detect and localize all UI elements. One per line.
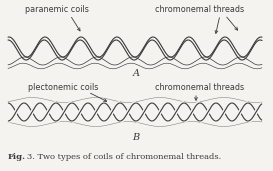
Text: paranemic coils: paranemic coils	[25, 5, 89, 15]
Text: 3. Two types of coils of chromonemal threads.: 3. Two types of coils of chromonemal thr…	[19, 153, 221, 161]
Text: chromonemal threads: chromonemal threads	[155, 5, 245, 15]
Text: B: B	[132, 134, 140, 142]
Text: A: A	[132, 69, 140, 78]
Text: chromonemal threads: chromonemal threads	[155, 82, 245, 91]
Text: plectonemic coils: plectonemic coils	[28, 82, 98, 91]
Text: Fig.: Fig.	[8, 153, 26, 161]
